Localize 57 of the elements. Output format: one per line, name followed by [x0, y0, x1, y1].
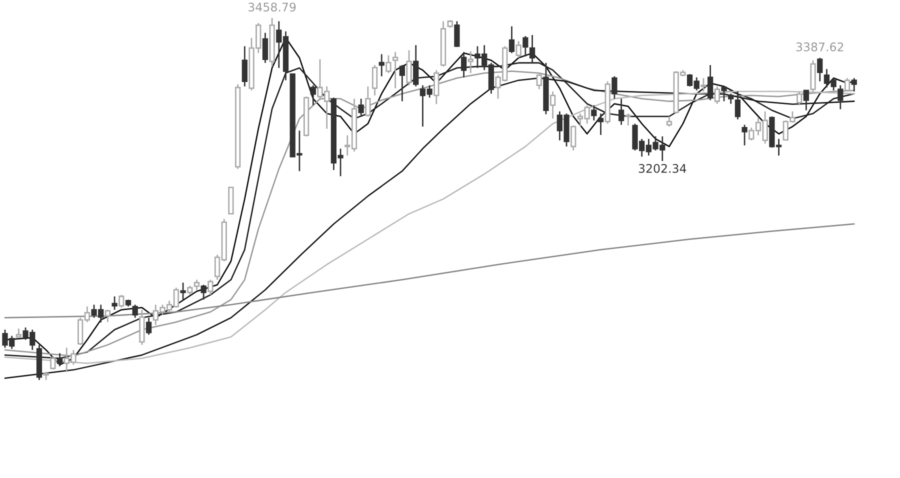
candlestick — [838, 84, 844, 110]
annotation: 3458.79 — [248, 2, 296, 12]
candlestick — [112, 296, 118, 310]
candlestick — [180, 282, 186, 300]
candlestick — [612, 76, 618, 100]
candlestick — [262, 32, 268, 64]
candlestick — [618, 98, 624, 126]
candlestick — [516, 40, 522, 59]
candlestick — [721, 86, 727, 102]
candlestick — [714, 86, 720, 104]
candlestick — [406, 50, 412, 86]
candlestick — [50, 355, 56, 370]
candlestick — [851, 77, 857, 92]
candlestick — [598, 112, 604, 136]
candlestick — [796, 90, 802, 106]
candlestick — [372, 64, 378, 96]
candlestick — [550, 90, 556, 120]
candlestick — [208, 279, 214, 296]
candlestick — [378, 54, 384, 77]
candlestick — [434, 69, 440, 105]
candlestick — [413, 44, 419, 88]
candlestick — [118, 294, 124, 308]
candlestick — [146, 317, 152, 336]
candlestick — [591, 104, 597, 122]
candlestick — [104, 309, 111, 323]
candlestick — [700, 77, 706, 92]
candlestick — [132, 304, 138, 318]
candlestick — [399, 64, 405, 102]
candlestick — [200, 284, 206, 300]
candlestick — [844, 77, 850, 92]
annotation: 3387.62 — [796, 42, 844, 52]
candlestick — [56, 352, 63, 367]
candlestick — [817, 57, 823, 82]
candlestick — [508, 26, 515, 54]
candlestick — [310, 84, 316, 106]
candlestick — [625, 112, 631, 126]
candlestick — [365, 86, 371, 118]
candlestick — [728, 92, 734, 104]
candlestick — [242, 46, 248, 88]
candlestick — [666, 116, 672, 128]
candlestick — [358, 98, 364, 116]
candlestick — [570, 124, 576, 152]
candlestick — [454, 20, 460, 48]
candlestick — [734, 90, 741, 120]
candlestick — [529, 34, 536, 64]
candlestick — [460, 51, 467, 78]
candlestick — [536, 72, 542, 90]
candlestick — [742, 124, 748, 146]
candlestick — [522, 35, 528, 58]
candlestick — [803, 90, 810, 111]
candlestick — [386, 54, 392, 74]
candlestick — [194, 279, 200, 291]
candlestick — [187, 285, 193, 296]
annotation: 3202.34 — [638, 164, 686, 173]
candlestick — [708, 64, 714, 101]
candlestick — [392, 51, 398, 89]
candlestick — [468, 50, 474, 74]
